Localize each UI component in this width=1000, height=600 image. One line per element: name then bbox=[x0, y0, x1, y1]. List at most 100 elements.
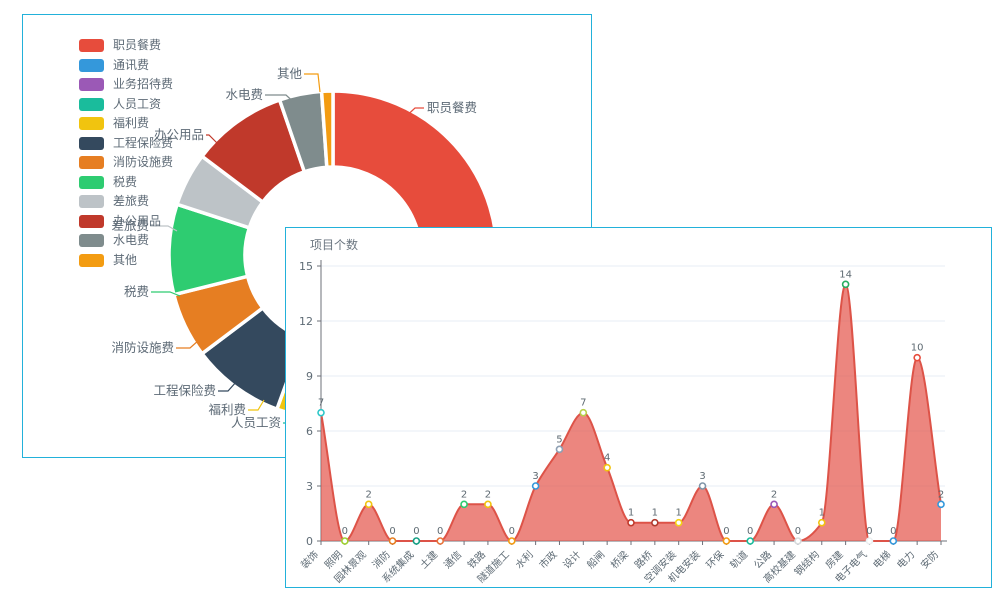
donut-callout-label: 人员工资 bbox=[231, 415, 281, 430]
area-series-fill[interactable] bbox=[321, 284, 941, 541]
data-point-0[interactable] bbox=[317, 408, 325, 417]
data-point-19[interactable] bbox=[770, 500, 778, 509]
legend-label: 人员工资 bbox=[113, 96, 162, 111]
legend-label: 其他 bbox=[113, 252, 138, 267]
x-axis-label: 安防 bbox=[918, 548, 941, 571]
donut-segment-11[interactable] bbox=[319, 89, 335, 169]
data-point-4[interactable] bbox=[412, 537, 421, 545]
x-axis-label: 设计 bbox=[560, 548, 583, 571]
legend-swatch bbox=[79, 253, 104, 267]
legend-label: 消防设施费 bbox=[113, 155, 174, 169]
legend-item-10[interactable]: 水电费 bbox=[79, 234, 173, 247]
data-point-8[interactable] bbox=[507, 537, 516, 545]
data-point-24[interactable] bbox=[889, 537, 898, 545]
legend-item-9[interactable]: 办公用品 bbox=[79, 214, 173, 228]
legend-label: 差旅费 bbox=[113, 194, 150, 208]
y-axis-label: 12 bbox=[299, 315, 313, 328]
data-point-22[interactable] bbox=[841, 280, 850, 289]
value-label: 1 bbox=[676, 508, 682, 519]
donut-callout-label: 工程保险费 bbox=[153, 383, 216, 398]
legend-item-1[interactable]: 通讯费 bbox=[79, 58, 173, 72]
value-label: 0 bbox=[342, 526, 348, 537]
data-point-13[interactable] bbox=[627, 518, 635, 527]
legend-label: 福利费 bbox=[113, 116, 150, 130]
data-point-26[interactable] bbox=[937, 500, 945, 509]
value-label: 0 bbox=[890, 526, 896, 537]
y-axis-label: 3 bbox=[306, 480, 313, 493]
legend-swatch bbox=[79, 97, 104, 111]
data-point-15[interactable] bbox=[674, 518, 683, 527]
area-chart: 036912157装饰0照明2园林景观0消防0系统集成0土建2通信2铁路0隧道施… bbox=[298, 260, 947, 585]
data-point-12[interactable] bbox=[603, 463, 611, 472]
data-point-17[interactable] bbox=[722, 537, 731, 545]
legend-item-7[interactable]: 税费 bbox=[79, 174, 173, 189]
x-axis-label: 水利 bbox=[513, 549, 536, 572]
data-point-5[interactable] bbox=[436, 537, 445, 545]
legend-swatch bbox=[79, 195, 104, 208]
y-axis-label: 9 bbox=[306, 370, 313, 383]
value-label: 2 bbox=[938, 489, 944, 500]
value-label: 1 bbox=[819, 508, 825, 519]
donut-callout-line bbox=[304, 73, 321, 93]
legend-item-11[interactable]: 其他 bbox=[79, 252, 173, 267]
value-label: 0 bbox=[795, 526, 801, 537]
data-point-1[interactable] bbox=[341, 537, 349, 545]
value-label: 2 bbox=[461, 489, 467, 500]
value-label: 2 bbox=[485, 489, 491, 500]
donut-callout-line bbox=[218, 380, 238, 392]
legend-item-8[interactable]: 差旅费 bbox=[79, 195, 173, 208]
data-point-6[interactable] bbox=[460, 500, 468, 509]
value-label: 0 bbox=[747, 526, 753, 537]
data-point-21[interactable] bbox=[817, 518, 826, 527]
legend-swatch bbox=[79, 39, 104, 52]
data-point-10[interactable] bbox=[555, 445, 564, 454]
donut-callout-line bbox=[248, 399, 265, 411]
x-axis-label: 装饰 bbox=[298, 548, 321, 571]
legend-swatch bbox=[79, 175, 104, 189]
value-label: 4 bbox=[604, 453, 610, 464]
x-axis-label: 环保 bbox=[703, 548, 726, 571]
donut-callout-line bbox=[400, 107, 424, 122]
data-point-23[interactable] bbox=[865, 537, 874, 545]
data-point-2[interactable] bbox=[364, 500, 373, 509]
legend-item-2[interactable]: 业务招待费 bbox=[79, 78, 173, 91]
data-point-7[interactable] bbox=[484, 500, 492, 509]
donut-callout-line bbox=[265, 94, 300, 108]
x-axis-label: 桥梁 bbox=[608, 548, 631, 571]
legend-item-4[interactable]: 福利费 bbox=[79, 117, 173, 130]
donut-callout-label: 办公用品 bbox=[154, 127, 204, 142]
donut-callout-label: 其他 bbox=[277, 66, 303, 81]
donut-legend: 职员餐费通讯费业务招待费人员工资福利费工程保险费消防设施费税费差旅费办公用品水电… bbox=[79, 39, 173, 273]
legend-swatch bbox=[79, 117, 104, 130]
y-axis-label: 15 bbox=[299, 260, 313, 273]
value-label: 3 bbox=[699, 471, 705, 482]
legend-swatch bbox=[79, 214, 104, 228]
legend-item-0[interactable]: 职员餐费 bbox=[79, 39, 173, 52]
value-label: 0 bbox=[509, 526, 515, 537]
data-point-14[interactable] bbox=[651, 518, 659, 527]
data-point-20[interactable] bbox=[794, 537, 802, 545]
legend-item-5[interactable]: 工程保险费 bbox=[79, 136, 173, 150]
data-point-25[interactable] bbox=[913, 353, 921, 362]
legend-label: 水电费 bbox=[113, 233, 150, 247]
value-label: 0 bbox=[413, 526, 419, 537]
value-label: 3 bbox=[532, 471, 538, 482]
value-label: 0 bbox=[437, 526, 443, 537]
value-label: 5 bbox=[556, 434, 562, 445]
data-point-18[interactable] bbox=[746, 537, 755, 545]
legend-item-6[interactable]: 消防设施费 bbox=[79, 156, 173, 169]
value-label: 2 bbox=[771, 489, 777, 500]
value-label: 0 bbox=[723, 526, 729, 537]
value-label: 10 bbox=[911, 343, 924, 354]
x-axis-label: 土建 bbox=[417, 548, 440, 571]
data-point-11[interactable] bbox=[579, 408, 588, 417]
legend-item-3[interactable]: 人员工资 bbox=[79, 96, 173, 111]
legend-swatch bbox=[79, 234, 104, 247]
data-point-3[interactable] bbox=[388, 537, 397, 545]
data-point-9[interactable] bbox=[531, 482, 540, 490]
value-label: 14 bbox=[839, 269, 852, 280]
x-axis-label: 船闸 bbox=[584, 548, 607, 571]
data-point-16[interactable] bbox=[698, 482, 707, 490]
chart-title: 项目个数 bbox=[310, 238, 359, 252]
legend-label: 税费 bbox=[113, 174, 138, 189]
